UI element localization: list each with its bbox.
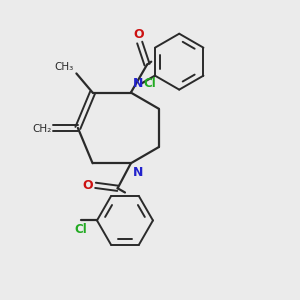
Text: N: N (133, 76, 144, 90)
Text: CH₃: CH₃ (55, 62, 74, 72)
Text: CH₂: CH₂ (32, 124, 51, 134)
Text: Cl: Cl (74, 223, 87, 236)
Text: O: O (82, 179, 93, 192)
Text: Cl: Cl (143, 77, 156, 90)
Text: N: N (133, 166, 144, 179)
Text: O: O (133, 28, 143, 41)
